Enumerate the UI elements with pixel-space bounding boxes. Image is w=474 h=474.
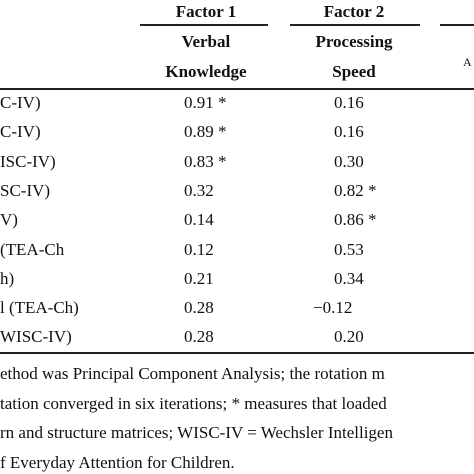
column-header: Factor 1 [175, 2, 237, 21]
note-line: tation converged in six iterations; * me… [0, 393, 387, 413]
row-label: WISC-IV) [0, 327, 72, 347]
cell: 0.30 [334, 151, 364, 171]
rule [140, 24, 268, 26]
row-label: C-IV) [0, 93, 41, 112]
cell: −0.12 [313, 298, 353, 318]
column-subheader: Knowledge [165, 62, 247, 81]
cell: 0.53 [334, 239, 364, 259]
rule [0, 88, 474, 90]
cell: 0.21 [184, 268, 214, 288]
row-label: h) [0, 268, 15, 288]
cell: 0.28 [184, 298, 214, 318]
cell: 0.14 [184, 210, 214, 230]
cell: 0.82 * [334, 180, 377, 200]
rule [440, 24, 474, 26]
rule [0, 352, 474, 354]
column-header: Factor 2 [323, 2, 385, 21]
row-label: ISC-IV) [0, 151, 56, 171]
cell: 0.34 [334, 268, 364, 288]
cell: 0.89 * [184, 122, 227, 142]
column-subheader: A [463, 55, 472, 69]
note-line: ethod was Principal Component Analysis; … [0, 364, 385, 383]
cell: 0.28 [184, 327, 214, 347]
cell: 0.86 * [334, 210, 377, 230]
row-label: l (TEA-Ch) [0, 298, 79, 318]
cell: 0.12 [184, 239, 214, 259]
note-line: rn and structure matrices; WISC-IV = Wec… [0, 423, 393, 442]
row-label: (TEA-Ch [0, 239, 65, 259]
cell: 0.16 [334, 93, 364, 112]
column-subheader: Speed [332, 62, 376, 81]
cell: 0.20 [334, 327, 364, 347]
row-label: V) [0, 210, 18, 230]
row-label: SC-IV) [0, 180, 51, 200]
cell: 0.16 [334, 122, 364, 142]
cell: 0.83 * [184, 151, 227, 171]
column-subheader: Verbal [181, 32, 231, 51]
column-subheader: Processing [315, 32, 393, 51]
cell: 0.32 [184, 180, 214, 200]
rule [290, 24, 420, 26]
cell: 0.91 * [184, 93, 227, 112]
row-label: C-IV) [0, 122, 41, 142]
note-line: f Everyday Attention for Children. [0, 452, 235, 472]
